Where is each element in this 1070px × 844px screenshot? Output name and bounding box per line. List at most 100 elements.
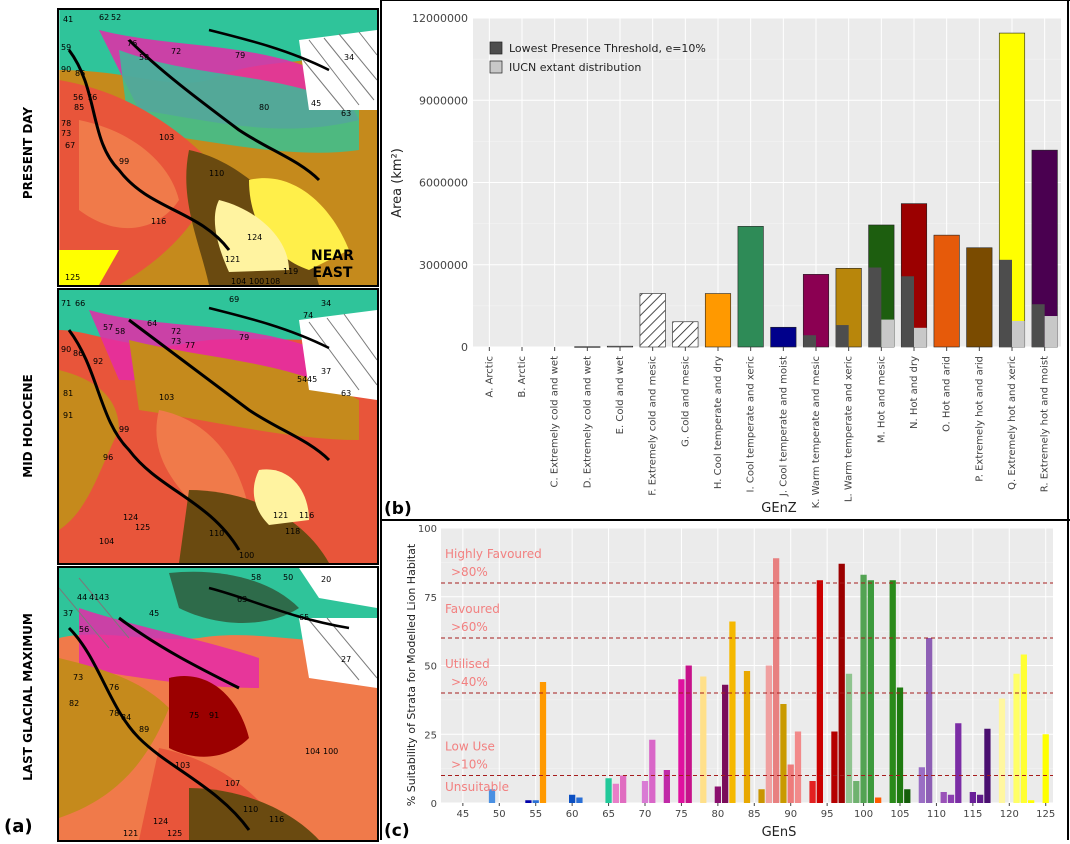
bar (678, 679, 685, 803)
bar (641, 781, 649, 803)
bar (704, 293, 732, 348)
map-number: 59 (61, 43, 71, 52)
y-tick-label: 9000000 (419, 94, 468, 107)
map-number: 44 (77, 593, 87, 602)
lowest-presence-bar (868, 267, 882, 347)
bar (770, 326, 797, 348)
frame-horizontal (380, 519, 1070, 521)
maps-panel: PRESENT DAY MID HOLOCENE LAST GLACIAL MA… (0, 0, 381, 842)
x-tick-label: 105 (890, 809, 909, 820)
bar (966, 247, 993, 348)
map-number: 34 (321, 299, 331, 308)
x-tick-label: J. Cool temperate and moist (778, 356, 789, 497)
map-number: 82 (69, 699, 79, 708)
map-number: 99 (119, 157, 129, 166)
y-tick-label: 3000000 (419, 259, 468, 272)
map-number: 63 (341, 389, 351, 398)
threshold-label: Favoured (445, 602, 500, 616)
x-tick-label: 120 (1000, 809, 1019, 820)
bar (620, 775, 627, 803)
map-number: 96 (103, 453, 113, 462)
map-number: 124 (153, 817, 168, 826)
map-number: 73 (61, 129, 71, 138)
bar (1028, 800, 1035, 803)
x-tick-label: 80 (711, 809, 724, 820)
bar (918, 767, 925, 803)
x-tick-label: 110 (927, 809, 946, 820)
map-number: 79 (235, 51, 245, 60)
map-number: 81 (63, 389, 73, 398)
bar (758, 789, 765, 803)
bar (773, 558, 780, 803)
map-number: 100 (249, 277, 264, 285)
x-tick-label: G. Cold and mesic (680, 356, 691, 447)
bar (998, 698, 1006, 803)
map-number: 63 (237, 595, 247, 604)
bar (875, 797, 882, 803)
x-tick-label: H. Cool temperate and dry (713, 356, 724, 489)
bar (969, 792, 976, 803)
chart-b-panel: 0 3000000 6000000 9000000 12000000 A. Arctic B… (381, 0, 1070, 520)
bar (802, 274, 830, 348)
map-number: 103 (159, 393, 174, 402)
panel-b-letter: (b) (384, 499, 412, 519)
x-tick-label: L. Warm temperate and xeric (844, 356, 855, 502)
map-number: 78 (61, 119, 71, 128)
bar (700, 676, 707, 803)
map-number: 45 (307, 375, 317, 384)
map-number: 100 (323, 747, 338, 756)
x-tick-label: K. Warm temperate and mesic (811, 356, 822, 508)
bar (984, 728, 991, 803)
map-number: 67 (65, 141, 75, 150)
map-number: 124 (123, 513, 138, 522)
map-number: 27 (341, 655, 351, 664)
bar (685, 665, 692, 803)
map-number: 103 (175, 761, 190, 770)
map-number: 62 (99, 13, 109, 22)
map-number: 125 (167, 829, 182, 838)
bar (889, 580, 896, 803)
bar (955, 723, 962, 803)
region-label-line: NEAR (311, 248, 354, 264)
map-number: 108 (265, 277, 280, 285)
map-number: 116 (269, 815, 284, 824)
lgm-map-drawing: 44 41 43 45 58 50 56 63 37 65 73 82 75 7… (59, 568, 377, 840)
bar (488, 789, 496, 803)
mid-holocene-map-drawing: 71 66 57 64 58 72 73 77 69 74 79 34 90 8… (59, 290, 377, 563)
map-number: 72 (171, 327, 181, 336)
map-number: 73 (171, 337, 181, 346)
map-number: 80 (259, 103, 269, 112)
iucn-bar (1012, 320, 1025, 347)
x-tick-label: N. Hot and dry (909, 356, 920, 429)
bar (896, 687, 904, 803)
y-tick-label: 25 (424, 730, 437, 741)
x-tick-label: O. Hot and arid (942, 356, 953, 432)
map-number: 110 (243, 805, 258, 814)
bar (933, 234, 960, 348)
lowest-presence-bar (999, 259, 1012, 347)
map-number: 65 (299, 613, 309, 622)
map-number: 76 (127, 39, 137, 48)
map-number: 34 (344, 53, 354, 62)
frame-vertical (380, 0, 382, 840)
threshold-label: >40% (451, 675, 488, 689)
map-number: 104 (305, 747, 320, 756)
threshold-label: Low Use (445, 740, 495, 754)
y-tick-label: 6000000 (419, 177, 468, 190)
map-number: 74 (303, 311, 313, 320)
frame-top (380, 0, 1070, 1)
map-number: 43 (99, 593, 109, 602)
mid-holocene-map: 71 66 57 64 58 72 73 77 69 74 79 34 90 8… (57, 288, 379, 565)
map-number: 58 (139, 53, 149, 62)
y-tick-label: 50 (424, 662, 437, 673)
map-number: 56 (73, 93, 83, 102)
x-tick-label: B. Arctic (517, 356, 528, 398)
bar (722, 684, 729, 803)
map-number: 124 (247, 233, 262, 242)
map-number: 63 (341, 109, 351, 118)
map-number: 89 (139, 725, 149, 734)
bar (977, 794, 984, 803)
present-day-map-drawing: 41 62 52 76 58 59 72 79 34 90 86 56 78 8… (59, 10, 377, 285)
threshold-label: Unsuitable (445, 780, 509, 794)
frame-right (1067, 0, 1069, 840)
